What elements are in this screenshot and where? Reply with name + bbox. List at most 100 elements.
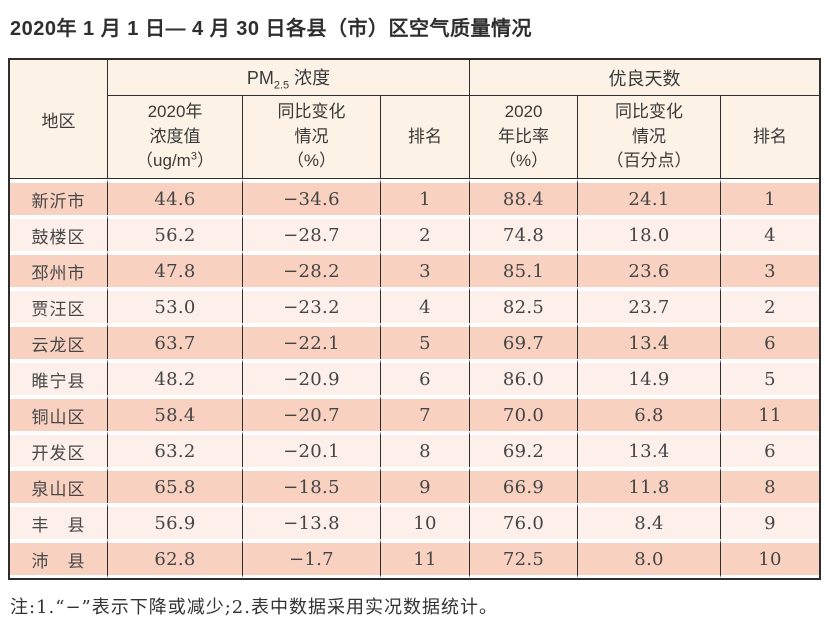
unit-prefix: （ug/m <box>136 151 191 171</box>
good-rate-cell: 76.0 <box>469 503 578 539</box>
header-line: 2020 <box>504 102 543 122</box>
region-cell: 新沂市 <box>10 179 107 215</box>
good-rank-cell: 10 <box>720 539 820 578</box>
pm-value-cell: 48.2 <box>107 359 242 395</box>
header-pm-rank: 排名 <box>380 96 470 179</box>
good-rate-cell: 85.1 <box>469 251 578 287</box>
table-row: 铜山区 58.4 −20.7 7 70.0 6.8 11 <box>10 395 820 431</box>
table-row: 泉山区 65.8 −18.5 9 66.9 11.8 8 <box>10 467 820 503</box>
pm-rank-cell: 10 <box>380 503 470 539</box>
footnote: 注:1.“−”表示下降或减少;2.表中数据采用实况数据统计。 <box>10 597 498 618</box>
header-line: （%） <box>498 151 549 171</box>
good-rank-cell: 3 <box>720 251 820 287</box>
good-rate-cell: 70.0 <box>469 395 578 431</box>
good-rank-cell: 9 <box>720 503 820 539</box>
group-header-row: 地区 PM2.5 浓度 优良天数 <box>10 60 820 179</box>
header-line: 情况 <box>294 126 329 146</box>
pm-label-prefix: PM <box>246 67 274 88</box>
header-region: 地区 <box>10 60 107 179</box>
header-line: 浓度值 <box>149 126 201 146</box>
header-good-rate: 2020 年比率 （%） <box>469 96 578 179</box>
table-row: 丰 县 56.9 −13.8 10 76.0 8.4 9 <box>10 503 820 539</box>
good-rank-cell: 4 <box>720 215 820 251</box>
air-quality-table: 地区 PM2.5 浓度 优良天数 2020年 浓度值 （ug/m3） 同比变化 … <box>8 58 822 580</box>
table-row: 贾汪区 53.0 −23.2 4 82.5 23.7 2 <box>10 287 820 323</box>
table-row: 新沂市 44.6 −34.6 1 88.4 24.1 1 <box>10 179 820 215</box>
pm-label-suffix: 浓度 <box>289 67 331 88</box>
good-rank-cell: 6 <box>720 323 820 359</box>
good-change-cell: 18.0 <box>577 215 721 251</box>
header-line: （%） <box>286 151 337 171</box>
table-row: 沛 县 62.8 −1.7 11 72.5 8.0 10 <box>10 539 820 578</box>
pm-value-cell: 63.7 <box>107 323 242 359</box>
pm-rank-cell: 11 <box>380 539 470 578</box>
pm-change-cell: −20.9 <box>242 359 380 395</box>
pm-value-cell: 58.4 <box>107 395 242 431</box>
sub-header-row: 2020年 浓度值 （ug/m3） 同比变化 情况 （%） 排名 2020 年比… <box>10 96 820 179</box>
region-cell: 鼓楼区 <box>10 215 107 251</box>
header-line: 2020年 <box>147 102 203 122</box>
pm-rank-cell: 6 <box>380 359 470 395</box>
header-line: 同比变化 <box>277 102 346 122</box>
good-change-cell: 13.4 <box>577 323 721 359</box>
region-cell: 睢宁县 <box>10 359 107 395</box>
good-change-cell: 6.8 <box>577 395 721 431</box>
pm-rank-cell: 4 <box>380 287 470 323</box>
pm-value-cell: 44.6 <box>107 179 242 215</box>
good-rate-cell: 74.8 <box>469 215 578 251</box>
good-change-cell: 11.8 <box>577 467 721 503</box>
pm-value-cell: 62.8 <box>107 539 242 578</box>
page-title: 2020年 1 月 1 日— 4 月 30 日各县（市）区空气质量情况 <box>10 18 533 40</box>
pm-change-cell: −28.7 <box>242 215 380 251</box>
pm-rank-cell: 2 <box>380 215 470 251</box>
header-pm-value: 2020年 浓度值 （ug/m3） <box>107 96 242 179</box>
table-row: 邳州市 47.8 −28.2 3 85.1 23.6 3 <box>10 251 820 287</box>
good-rate-cell: 69.2 <box>469 431 578 467</box>
good-change-cell: 23.7 <box>577 287 721 323</box>
unit-suffix: ） <box>196 151 214 171</box>
region-cell: 泉山区 <box>10 467 107 503</box>
header-line: 情况 <box>632 126 667 146</box>
pm-change-cell: −34.6 <box>242 179 380 215</box>
pm-value-cell: 56.9 <box>107 503 242 539</box>
good-rank-cell: 2 <box>720 287 820 323</box>
pm-change-cell: −13.8 <box>242 503 380 539</box>
pm-label-subscript: 2.5 <box>273 79 290 92</box>
pm-value-cell: 53.0 <box>107 287 242 323</box>
table-row: 鼓楼区 56.2 −28.7 2 74.8 18.0 4 <box>10 215 820 251</box>
pm-change-cell: −18.5 <box>242 467 380 503</box>
pm-change-cell: −28.2 <box>242 251 380 287</box>
region-cell: 开发区 <box>10 431 107 467</box>
header-group-pm25: PM2.5 浓度 <box>107 60 470 96</box>
pm-value-cell: 65.8 <box>107 467 242 503</box>
pm-change-cell: −23.2 <box>242 287 380 323</box>
good-rate-cell: 66.9 <box>469 467 578 503</box>
good-rate-cell: 72.5 <box>469 539 578 578</box>
header-line: 同比变化 <box>615 102 684 122</box>
good-change-cell: 8.4 <box>577 503 721 539</box>
header-line: （ug/m3） <box>108 149 242 174</box>
good-change-cell: 23.6 <box>577 251 721 287</box>
pm-rank-cell: 1 <box>380 179 470 215</box>
header-group-gooddays: 优良天数 <box>469 60 820 96</box>
region-cell: 铜山区 <box>10 395 107 431</box>
table-header: 地区 PM2.5 浓度 优良天数 2020年 浓度值 （ug/m3） 同比变化 … <box>10 60 820 179</box>
pm-rank-cell: 7 <box>380 395 470 431</box>
good-rank-cell: 6 <box>720 431 820 467</box>
pm-change-cell: −20.7 <box>242 395 380 431</box>
good-rank-cell: 1 <box>720 179 820 215</box>
good-rank-cell: 11 <box>720 395 820 431</box>
good-rate-cell: 88.4 <box>469 179 578 215</box>
header-good-rank: 排名 <box>720 96 820 179</box>
pm-change-cell: −20.1 <box>242 431 380 467</box>
pm-value-cell: 47.8 <box>107 251 242 287</box>
good-change-cell: 13.4 <box>577 431 721 467</box>
good-rank-cell: 8 <box>720 467 820 503</box>
pm-rank-cell: 3 <box>380 251 470 287</box>
region-cell: 贾汪区 <box>10 287 107 323</box>
pm-value-cell: 63.2 <box>107 431 242 467</box>
pm-value-cell: 56.2 <box>107 215 242 251</box>
good-change-cell: 24.1 <box>577 179 721 215</box>
good-rate-cell: 82.5 <box>469 287 578 323</box>
